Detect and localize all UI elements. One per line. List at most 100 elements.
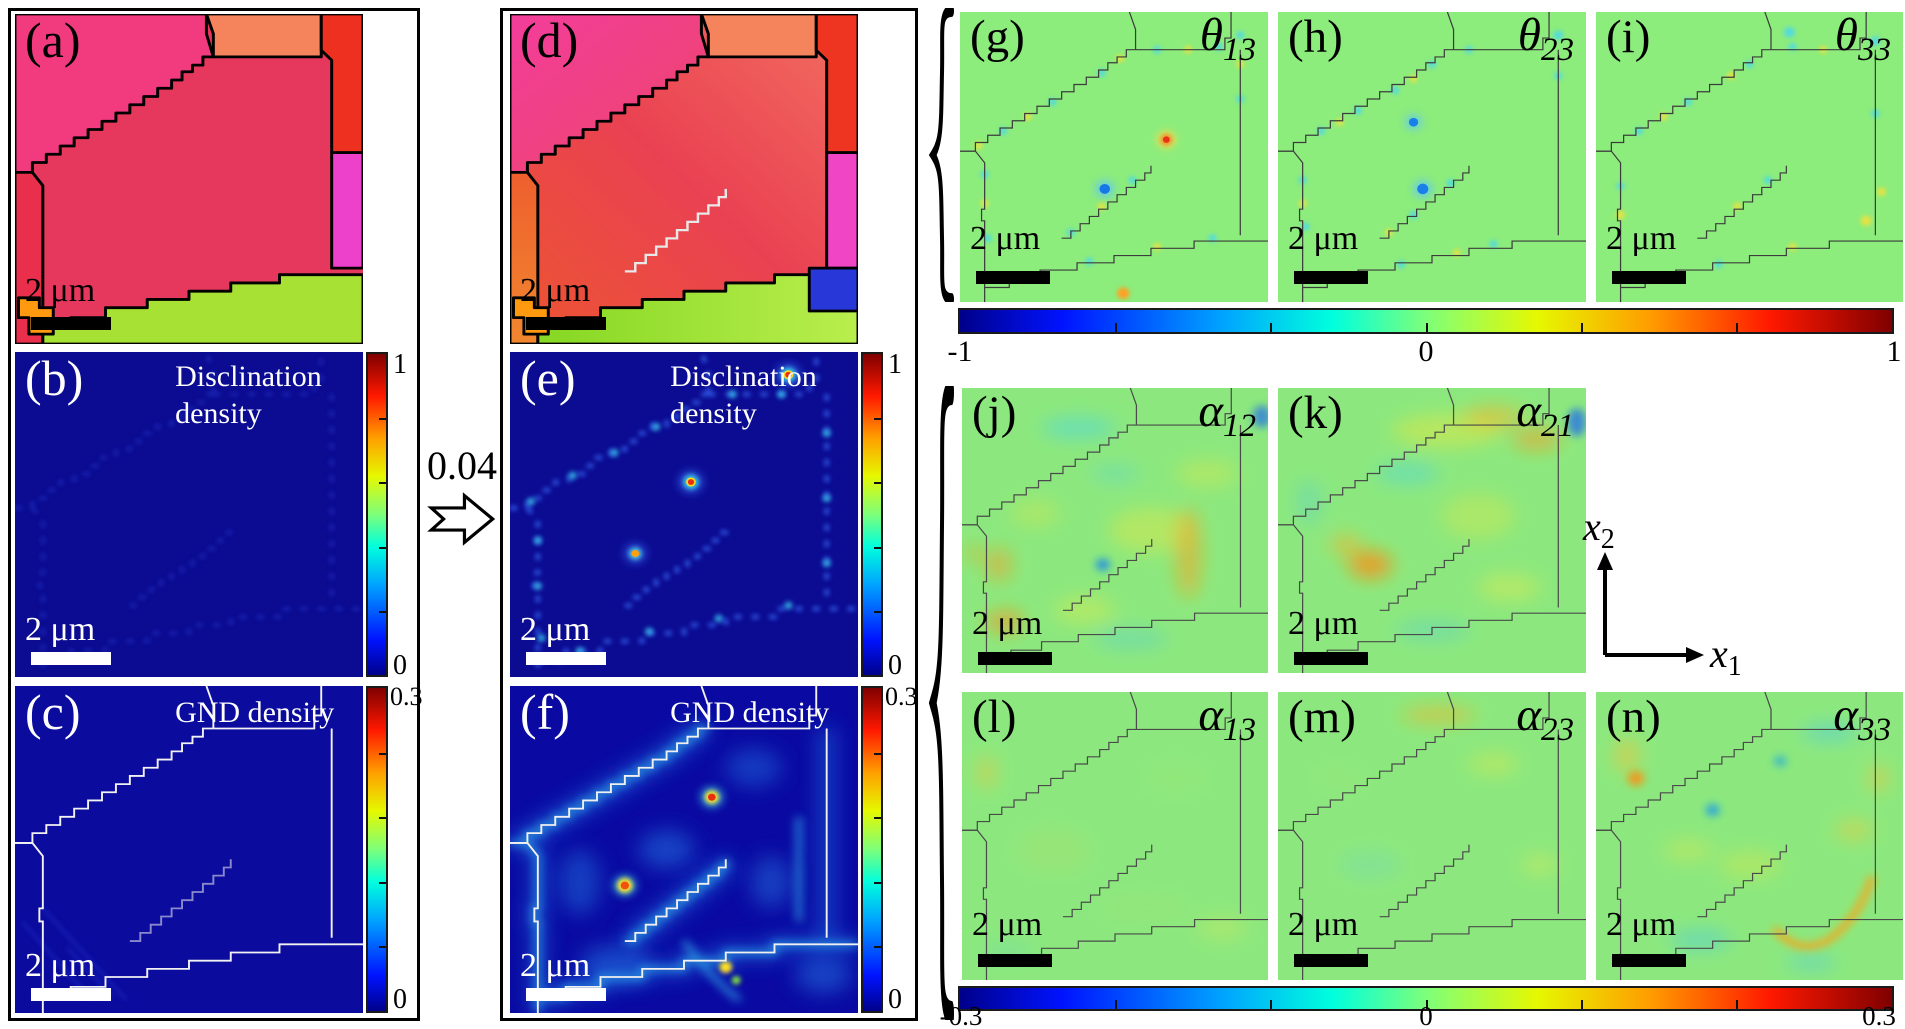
map-title: Disclination density (670, 360, 817, 430)
panel-e: (e) Disclination density 2 μm (510, 352, 858, 677)
tick (379, 752, 386, 755)
colorbar-max-label: 1 (393, 349, 407, 380)
scale-text: 2 μm (25, 947, 96, 984)
scale-bar (1294, 271, 1368, 284)
tick (1270, 323, 1273, 332)
panel-label: (d) (520, 14, 579, 68)
panel-i: (i) θ33 2 μm (1596, 12, 1903, 302)
tick (379, 946, 386, 949)
panel-l: (l) α13 2 μm (962, 692, 1268, 980)
tick (874, 817, 881, 820)
colorbar-theta-max: 1 (1886, 335, 1902, 368)
threshold-value: 0.04 (427, 443, 497, 488)
scale-bar (526, 652, 606, 665)
panel-label: (c) (25, 686, 81, 740)
panel-label: (i) (1606, 12, 1651, 63)
scale-text: 2 μm (520, 947, 591, 984)
scale-text: 2 μm (520, 611, 591, 648)
tick (874, 482, 881, 485)
tick (379, 610, 386, 613)
map-title: GND density (670, 696, 830, 729)
theta33-label: θ33 (1834, 12, 1891, 68)
scale-bar (1294, 652, 1368, 665)
colorbar-theta-mid: 0 (1418, 335, 1434, 368)
panel-label: (k) (1288, 388, 1343, 439)
scale-text: 2 μm (1288, 605, 1359, 642)
scale-text: 2 μm (25, 611, 96, 648)
gnd-density-map-c (15, 686, 363, 1013)
panel-k: (k) α21 2 μm (1278, 388, 1586, 673)
scale-bar (1612, 954, 1686, 967)
tick (1114, 323, 1117, 332)
theta13-map (960, 12, 1268, 302)
colorbar-gnd-c (366, 686, 388, 1013)
scale-bar (31, 317, 111, 330)
panel-label: (a) (25, 14, 81, 68)
panel-label: (l) (972, 692, 1017, 743)
tick (379, 482, 386, 485)
alpha21-map (1278, 388, 1586, 673)
tick (874, 546, 881, 549)
axis-x1-label: x1 (1710, 631, 1742, 682)
panel-n: (n) α33 2 μm (1596, 692, 1903, 980)
tick (379, 418, 386, 421)
colorbar-min-label: 0 (888, 984, 902, 1015)
ebsd-orientation-map-d (510, 14, 858, 344)
transform-arrow-icon (427, 492, 496, 546)
scale-bar (978, 954, 1052, 967)
alpha23-map (1278, 692, 1586, 980)
panel-label: (j) (972, 388, 1017, 439)
tick (874, 610, 881, 613)
tick (379, 817, 386, 820)
scale-bar (526, 317, 606, 330)
scale-text: 2 μm (1606, 220, 1677, 257)
colorbar-min-label: 0 (393, 984, 407, 1015)
scale-text: 2 μm (1288, 906, 1359, 943)
colorbar-alpha-max: 0.3 (1862, 1001, 1896, 1029)
theta33-map (1596, 12, 1903, 302)
tick (379, 881, 386, 884)
panel-label: (f) (520, 686, 570, 740)
alpha13-label: α13 (1198, 692, 1256, 748)
tick (1426, 1000, 1428, 1009)
scale-text: 2 μm (1606, 906, 1677, 943)
colorbar-min-label: 0 (393, 650, 407, 681)
scale-bar (526, 988, 606, 1001)
panel-m: (m) α23 2 μm (1278, 692, 1586, 980)
alpha12-label: α12 (1198, 388, 1256, 444)
scale-bar (976, 271, 1050, 284)
colorbar-alpha-mid: 0 (1419, 1001, 1433, 1029)
colorbar-max-label: 0.3 (885, 682, 918, 711)
tick (379, 546, 386, 549)
colorbar-gnd-f (861, 686, 883, 1013)
brace-alpha (926, 386, 956, 1020)
panel-label: (e) (520, 352, 576, 406)
colorbar-min-label: 0 (888, 650, 902, 681)
scale-text: 2 μm (520, 272, 591, 309)
panel-label: (m) (1288, 692, 1356, 743)
scale-bar (978, 652, 1052, 665)
panel-label: (b) (25, 352, 84, 406)
colorbar-max-label: 0.3 (390, 682, 423, 711)
scale-bar (31, 652, 111, 665)
tick (1736, 323, 1739, 332)
colorbar-disclination-e (861, 352, 883, 677)
colorbar-disclination-b (366, 352, 388, 677)
alpha12-map (962, 388, 1268, 673)
disclination-density-map-e (510, 352, 858, 677)
theta23-label: θ23 (1517, 12, 1574, 68)
gnd-density-map-f (510, 686, 858, 1013)
theta13-label: θ13 (1199, 12, 1256, 68)
colorbar-alpha (958, 986, 1894, 1011)
tick (1580, 323, 1583, 332)
panel-c: (c) GND density 2 μm (15, 686, 363, 1013)
map-title: Disclination density (175, 360, 322, 430)
tick (874, 418, 881, 421)
alpha33-map (1596, 692, 1903, 980)
tick (1270, 1000, 1273, 1009)
alpha23-label: α23 (1516, 692, 1574, 748)
map-title: GND density (175, 696, 335, 729)
scale-text: 2 μm (1288, 220, 1359, 257)
panel-label: (g) (970, 12, 1025, 63)
